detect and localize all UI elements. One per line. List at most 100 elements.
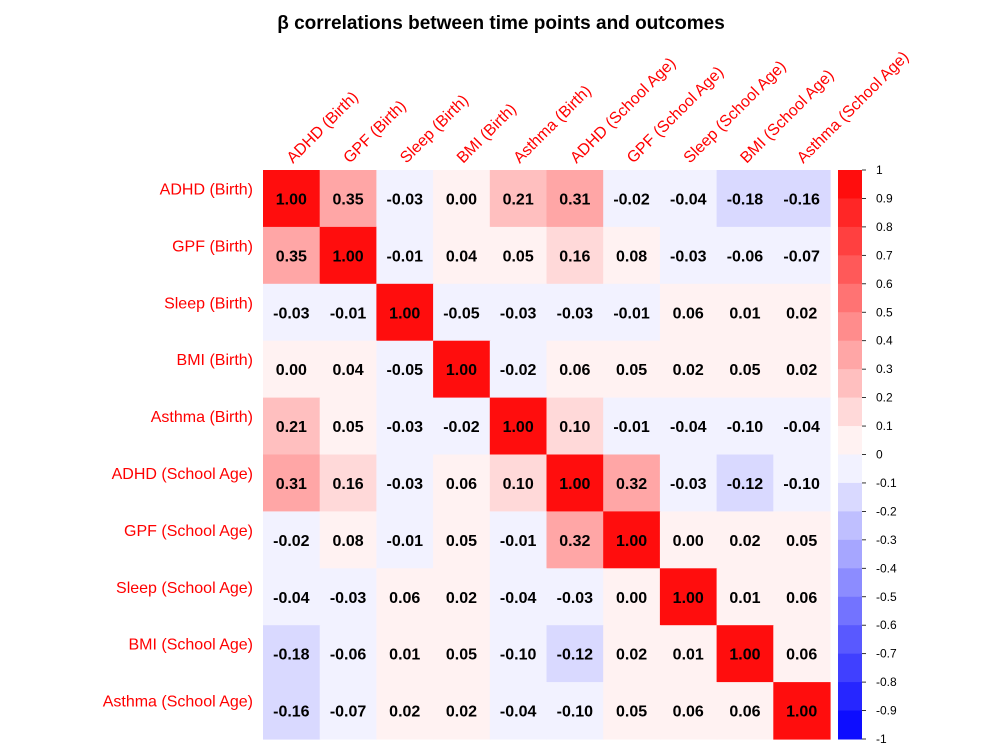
- heatmap-cell: [716, 625, 774, 683]
- cell-value-label: 0.00: [616, 590, 647, 607]
- legend-tick-label: 0.1: [876, 419, 893, 433]
- cell-value-label: 0.05: [729, 362, 760, 379]
- heatmap-cell: [263, 682, 321, 740]
- cell-value-label: 0.01: [673, 647, 704, 664]
- cell-value-label: -0.16: [783, 191, 820, 208]
- legend-tick-label: -0.1: [876, 476, 897, 490]
- cell-value-label: 0.05: [616, 704, 647, 721]
- heatmap-cell: [263, 283, 321, 342]
- cell-value-label: -0.04: [500, 704, 537, 721]
- cell-value-label: -0.10: [500, 647, 537, 664]
- cell-value-label: 1.00: [616, 533, 647, 550]
- heatmap-cell: [773, 568, 831, 626]
- heatmap-cell: [546, 283, 604, 342]
- row-labels: ADHD (Birth) GPF (Birth) Sleep (Birth) BMI …: [103, 181, 253, 710]
- row-label: Sleep (School Age): [116, 580, 253, 597]
- cell-value-label: 0.04: [332, 362, 363, 379]
- cell-value-label: 0.00: [276, 362, 307, 379]
- column-labels: ADHD (Birth)GPF (Birth)Sleep (Birth)BMI …: [284, 49, 913, 167]
- heatmap-cell: [716, 226, 774, 285]
- cell-value-label: 0.06: [446, 476, 477, 493]
- cell-value-label: -0.01: [387, 248, 424, 265]
- legend-tick-label: 0.5: [876, 305, 893, 319]
- heatmap-cell: [263, 511, 321, 569]
- heatmap-cell: [546, 454, 604, 512]
- heatmap-cell: [433, 682, 491, 740]
- heatmap-cell: [489, 170, 548, 228]
- heatmap-cell: [716, 568, 774, 626]
- heatmap-cell: [603, 226, 661, 285]
- legend-color-band: [838, 397, 862, 427]
- heatmap-cell: [263, 625, 321, 683]
- heatmap-cell: [603, 397, 661, 456]
- legend-color-band: [838, 596, 862, 626]
- cell-value-label: 0.02: [673, 362, 704, 379]
- heatmap-cell: [376, 511, 434, 569]
- heatmap-cell: [773, 170, 831, 228]
- legend-color-band: [838, 511, 862, 541]
- heatmap-cell: [376, 682, 434, 740]
- heatmap-cell: [546, 682, 604, 740]
- row-label: ADHD (Birth): [160, 181, 253, 198]
- cell-value-label: 0.16: [559, 248, 590, 265]
- heatmap-cell: [716, 682, 774, 740]
- heatmap-cell: [546, 568, 604, 626]
- legend-color-band: [838, 255, 862, 285]
- heatmap-cell: [489, 397, 548, 456]
- heatmap-cell: [773, 511, 831, 569]
- cell-value-label: -0.03: [557, 305, 594, 322]
- cell-value-label: -0.02: [273, 533, 310, 550]
- row-label: Asthma (Birth): [151, 409, 253, 426]
- row-label: BMI (School Age): [129, 637, 254, 654]
- cell-value-label: 0.05: [446, 533, 477, 550]
- heatmap-cell: [433, 283, 491, 342]
- heatmap-cell: [659, 454, 718, 512]
- cell-value-label: -0.10: [727, 419, 764, 436]
- column-label: ADHD (School Age): [567, 55, 679, 167]
- heatmap-cell: [376, 454, 434, 512]
- heatmap-cell: [319, 397, 377, 456]
- legend-tick-label: 0: [876, 448, 883, 462]
- cell-value-label: -0.12: [727, 476, 764, 493]
- legend-tick-label: -0.6: [876, 618, 897, 632]
- legend-tick-label: -0.2: [876, 504, 897, 518]
- heatmap-cell: [603, 682, 661, 740]
- cell-value-label: 0.06: [389, 590, 420, 607]
- heatmap-cell: [603, 625, 661, 683]
- heatmap-cell: [603, 170, 661, 228]
- row-label: GPF (Birth): [172, 238, 253, 255]
- heatmap-cell: [659, 283, 718, 342]
- cell-value-label: -0.03: [387, 191, 424, 208]
- heatmap-cell: [546, 340, 604, 399]
- cell-value-label: 0.05: [332, 419, 363, 436]
- cell-value-label: 1.00: [332, 248, 363, 265]
- cell-value-label: -0.01: [500, 533, 537, 550]
- heatmap-cell: [716, 170, 774, 228]
- cell-value-label: -0.12: [557, 647, 594, 664]
- legend-tick-label: -0.8: [876, 675, 897, 689]
- cell-value-label: 1.00: [729, 647, 760, 664]
- legend-color-band: [838, 653, 862, 683]
- cell-value-label: 0.01: [729, 590, 760, 607]
- cell-value-label: 0.02: [446, 590, 477, 607]
- heatmap-cell: [603, 511, 661, 569]
- cell-value-label: -0.04: [500, 590, 537, 607]
- heatmap-cell: [773, 454, 831, 512]
- cell-value-label: 1.00: [446, 362, 477, 379]
- cell-value-label: -0.18: [273, 647, 310, 664]
- cell-value-label: -0.16: [273, 704, 310, 721]
- heatmap-cell: [376, 283, 434, 342]
- cell-value-label: 0.05: [503, 248, 534, 265]
- cell-value-label: 0.02: [616, 647, 647, 664]
- heatmap-cell: [376, 226, 434, 285]
- column-label: Sleep (School Age): [681, 58, 790, 167]
- cell-value-label: 0.02: [786, 362, 817, 379]
- legend-tick-label: -0.9: [876, 704, 897, 718]
- cell-value-label: 0.21: [276, 419, 307, 436]
- heatmap-cell: [433, 226, 491, 285]
- heatmap-cell: [773, 682, 831, 740]
- cell-value-label: 1.00: [673, 590, 704, 607]
- heatmap-cell: [433, 625, 491, 683]
- heatmap-cell: [659, 568, 718, 626]
- cell-value-label: -0.10: [557, 704, 594, 721]
